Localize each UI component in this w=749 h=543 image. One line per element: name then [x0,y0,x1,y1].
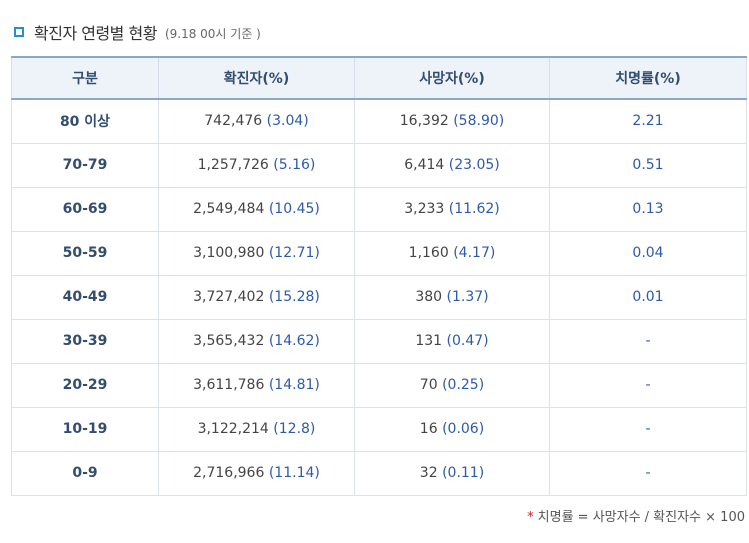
confirmed-percent: (14.81) [268,377,320,393]
table-row: 30-39 3,565,432 (14.62) 131 (0.47) - [11,319,747,364]
confirmed-count: 1,257,726 [197,157,269,173]
table-header-row: 구분 확진자(%) 사망자(%) 치명률(%) [11,56,747,100]
deaths-percent: (0.25) [442,377,485,393]
age-group-cell: 30-39 [11,319,159,364]
deaths-percent: (0.47) [446,333,489,349]
fatality-cell: 0.51 [549,143,747,188]
table-row: 40-49 3,727,402 (15.28) 380 (1.37) 0.01 [11,275,747,320]
reference-time-note: (9.18 00시 기준 ) [164,26,261,41]
deaths-cell: 131 (0.47) [354,319,550,364]
confirmed-count: 3,100,980 [193,245,265,261]
confirmed-count: 3,122,214 [197,421,269,437]
age-group-cell: 70-79 [11,143,159,188]
confirmed-cell: 3,565,432 (14.62) [158,319,355,364]
deaths-percent: (1.37) [446,289,489,305]
table-row: 0-9 2,716,966 (11.14) 32 (0.11) - [11,451,747,496]
deaths-cell: 380 (1.37) [354,275,550,320]
fatality-cell: - [549,407,747,452]
confirmed-cell: 3,727,402 (15.28) [158,275,355,320]
age-group-cell: 10-19 [11,407,159,452]
age-group-cell: 40-49 [11,275,159,320]
column-header-confirmed: 확진자(%) [158,56,355,100]
confirmed-percent: (10.45) [268,201,320,217]
deaths-count: 1,160 [408,245,449,261]
column-header-deaths: 사망자(%) [354,56,550,100]
confirmed-percent: (15.28) [268,289,320,305]
deaths-percent: (58.90) [453,113,505,130]
age-group-cell: 0-9 [11,451,159,496]
confirmed-cell: 3,100,980 (12.71) [158,231,355,276]
table-row: 60-69 2,549,484 (10.45) 3,233 (11.62) 0.13 [11,187,747,232]
confirmed-percent: (11.14) [268,465,320,481]
confirmed-count: 3,727,402 [193,289,265,305]
deaths-percent: (4.17) [453,245,496,261]
column-header-category: 구분 [11,56,159,100]
table-row: 20-29 3,611,786 (14.81) 70 (0.25) - [11,363,747,408]
fatality-cell: 0.13 [549,187,747,232]
confirmed-cell: 742,476 (3.04) [158,99,355,144]
age-group-cell: 60-69 [11,187,159,232]
confirmed-percent: (5.16) [273,157,316,173]
deaths-cell: 16,392 (58.90) [354,99,550,144]
confirmed-count: 2,716,966 [193,465,265,481]
confirmed-percent: (12.8) [273,421,316,437]
deaths-count: 6,414 [404,157,445,173]
table-row: 70-79 1,257,726 (5.16) 6,414 (23.05) 0.51 [11,143,747,188]
deaths-count: 380 [415,289,443,305]
confirmed-count: 742,476 [204,113,263,130]
fatality-cell: - [549,319,747,364]
deaths-cell: 32 (0.11) [354,451,550,496]
deaths-count: 131 [415,333,443,349]
confirmed-count: 3,565,432 [193,333,265,349]
confirmed-percent: (14.62) [268,333,320,349]
age-group-cell: 20-29 [11,363,159,408]
age-group-cell: 50-59 [11,231,159,276]
confirmed-percent: (12.71) [268,245,320,261]
confirmed-cell: 3,122,214 (12.8) [158,407,355,452]
age-status-table: 구분 확진자(%) 사망자(%) 치명률(%) 80 이상 742,476 (3.… [11,56,747,496]
deaths-cell: 3,233 (11.62) [354,187,550,232]
deaths-percent: (23.05) [448,157,500,173]
fatality-cell: 0.01 [549,275,747,320]
fatality-cell: - [549,451,747,496]
column-header-fatality: 치명률(%) [549,56,747,100]
deaths-cell: 6,414 (23.05) [354,143,550,188]
confirmed-cell: 3,611,786 (14.81) [158,363,355,408]
footnote-asterisk: * [527,510,534,525]
deaths-cell: 16 (0.06) [354,407,550,452]
deaths-percent: (0.11) [442,465,485,481]
deaths-percent: (11.62) [448,201,500,217]
confirmed-percent: (3.04) [266,113,309,130]
table-row: 10-19 3,122,214 (12.8) 16 (0.06) - [11,407,747,452]
fatality-cell: 2.21 [549,99,747,144]
deaths-count: 70 [419,377,438,393]
fatality-cell: - [549,363,747,408]
confirmed-cell: 1,257,726 (5.16) [158,143,355,188]
fatality-cell: 0.04 [549,231,747,276]
section-header: 확진자 연령별 현황 (9.18 00시 기준 ) [14,20,261,44]
formula-text: 치명률 = 사망자수 / 확진자수 × 100 [537,510,745,525]
fatality-formula-note: * 치명률 = 사망자수 / 확진자수 × 100 [527,506,745,525]
confirmed-count: 2,549,484 [193,201,265,217]
table-row: 80 이상 742,476 (3.04) 16,392 (58.90) 2.21 [11,99,747,144]
deaths-count: 16 [419,421,438,437]
confirmed-cell: 2,549,484 (10.45) [158,187,355,232]
deaths-cell: 70 (0.25) [354,363,550,408]
table-row: 50-59 3,100,980 (12.71) 1,160 (4.17) 0.04 [11,231,747,276]
age-group-cell: 80 이상 [11,99,159,144]
deaths-count: 32 [419,465,438,481]
section-title: 확진자 연령별 현황 [34,24,157,43]
deaths-cell: 1,160 (4.17) [354,231,550,276]
deaths-percent: (0.06) [442,421,485,437]
confirmed-count: 3,611,786 [193,377,265,393]
deaths-count: 16,392 [399,113,449,130]
deaths-count: 3,233 [404,201,445,217]
confirmed-cell: 2,716,966 (11.14) [158,451,355,496]
square-bullet-icon [14,27,24,37]
